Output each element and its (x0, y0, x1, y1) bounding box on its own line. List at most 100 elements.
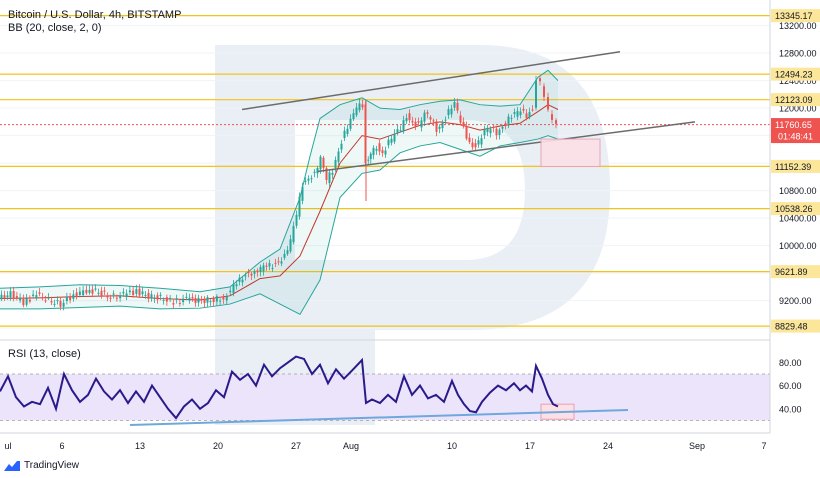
candle-body (147, 292, 150, 299)
candle-body (209, 301, 212, 303)
time-tick-label: 17 (525, 441, 535, 451)
candle-body (432, 120, 435, 122)
candle-body (82, 290, 85, 296)
price-series (0, 75, 557, 311)
candle-body (25, 298, 28, 305)
candle-body (474, 143, 477, 148)
time-tick-label: 20 (213, 441, 223, 451)
candle-body (289, 239, 292, 252)
candle-body (384, 150, 387, 155)
candle-body (153, 297, 156, 300)
candle-body (280, 261, 283, 264)
channel-lower-line (317, 121, 696, 173)
candle-body (106, 296, 109, 298)
candle-body (200, 298, 203, 300)
candle-body (325, 168, 328, 181)
candle-body (47, 297, 50, 299)
last-price-tag-bg (771, 118, 820, 144)
candle-body (411, 120, 414, 123)
candle-body (91, 289, 94, 294)
candle-body (328, 172, 331, 184)
candle-body (375, 148, 378, 151)
candle-body (429, 117, 432, 120)
candle-body (203, 298, 206, 304)
candle-body (551, 114, 553, 120)
price-tick-label: 12400.00 (779, 76, 817, 86)
candle-body (178, 303, 181, 305)
level-tag-label: 9621.89 (775, 267, 808, 277)
rsi-indicator-label: RSI (13, close) (8, 348, 81, 360)
candle-body (361, 104, 364, 108)
candle-body (65, 296, 68, 302)
candle-body (128, 290, 131, 293)
price-tick-label: 9200.00 (779, 296, 812, 306)
tradingview-brand[interactable]: TradingView (4, 460, 79, 471)
tradingview-logo-icon (4, 460, 20, 471)
level-tag-bg (771, 202, 820, 216)
candle-body (539, 78, 541, 82)
candle-body (19, 297, 22, 301)
candle-body (219, 300, 222, 302)
candle-body (85, 289, 88, 294)
candle-body (535, 80, 537, 108)
candle-body (441, 122, 444, 129)
target-boxes (540, 138, 601, 168)
candle-body (35, 295, 38, 299)
bb-basis-line (0, 104, 559, 301)
candle-body (32, 294, 35, 296)
bollinger-bands (0, 69, 559, 316)
candle-body (122, 291, 125, 294)
candle-body (100, 290, 103, 296)
candle-body (15, 296, 18, 298)
candle-body (141, 291, 144, 295)
candle-body (313, 171, 316, 173)
candle-body (447, 109, 450, 116)
candle-body (486, 127, 489, 133)
candle-body (510, 117, 513, 119)
channel-upper-line (241, 51, 621, 111)
candle-body (322, 157, 325, 168)
candle-body (253, 270, 256, 274)
candle-body (244, 275, 247, 277)
candle-body (197, 297, 200, 303)
candle-body (94, 288, 97, 290)
time-tick-label: ul (4, 441, 11, 451)
candle-body (185, 296, 188, 298)
price-tick-label: 13200.00 (779, 21, 817, 31)
candle-body (346, 128, 349, 135)
candle-body (72, 294, 75, 299)
time-tick-label: 24 (603, 441, 613, 451)
candle-body (495, 128, 498, 136)
candle-body (292, 226, 295, 243)
level-tag-label: 12123.09 (775, 95, 813, 105)
rsi-tick-label: 40.00 (779, 404, 802, 414)
candle-body (125, 293, 128, 297)
candle-body (3, 295, 6, 299)
candle-body (28, 299, 31, 302)
candle-body (295, 214, 298, 226)
candle-body (331, 172, 334, 175)
candle-body (438, 126, 441, 129)
candle-body (513, 112, 516, 114)
candle-body (59, 300, 62, 307)
candle-body (44, 300, 47, 302)
candle-body (169, 297, 172, 299)
brand-name: TradingView (24, 460, 80, 471)
candle-body (390, 138, 393, 143)
candle-body (138, 288, 141, 296)
rsi-trend-line (129, 408, 629, 427)
candle-body (420, 120, 423, 128)
candle-body (456, 102, 459, 111)
price-tick-label: 10400.00 (779, 214, 817, 224)
candle-body (340, 143, 343, 150)
candle-body (56, 300, 59, 302)
rsi-tick-label: 80.00 (779, 358, 802, 368)
candle-body (343, 130, 346, 139)
level-tag-bg (771, 319, 820, 333)
candle-body (268, 263, 271, 267)
candle-body (501, 126, 504, 129)
candle-body (194, 298, 197, 304)
chart-title: Bitcoin / U.S. Dollar, 4h, BITSTAMP (8, 9, 182, 21)
candle-body (525, 113, 528, 118)
candle-body (337, 151, 340, 162)
